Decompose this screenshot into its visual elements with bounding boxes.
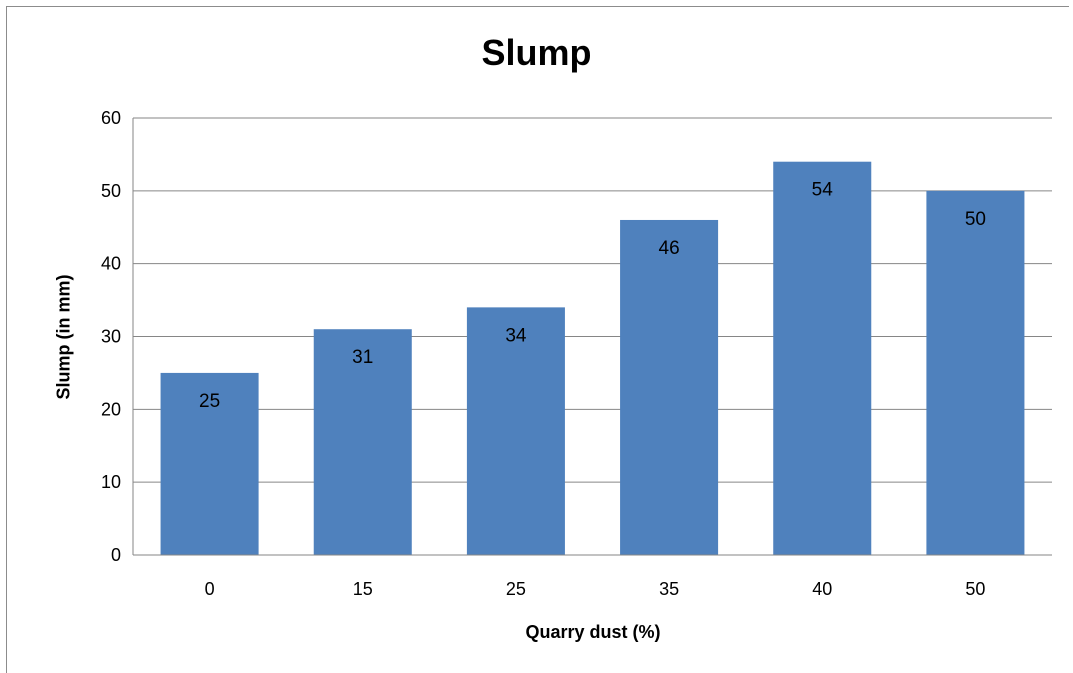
bar-0 (160, 372, 259, 555)
bar-15 (313, 329, 412, 555)
chart-title: Slump (481, 32, 592, 73)
x-tick-label: 15 (353, 579, 373, 599)
y-tick-label: 40 (101, 254, 121, 274)
bar-50 (926, 190, 1025, 556)
data-label: 50 (965, 209, 986, 230)
data-label: 25 (199, 391, 220, 412)
y-tick-label: 50 (101, 181, 121, 201)
data-label: 46 (659, 238, 680, 259)
x-tick-label: 50 (965, 579, 985, 599)
y-tick-label: 20 (101, 399, 121, 419)
x-tick-label: 25 (506, 579, 526, 599)
bar-40 (773, 161, 872, 555)
x-axis-label: Quarry dust (%) (525, 622, 661, 642)
bar-25 (466, 307, 565, 555)
x-tick-label: 0 (205, 579, 215, 599)
y-tick-label: 0 (111, 545, 121, 565)
y-tick-label: 10 (101, 472, 121, 492)
bar-35 (620, 219, 719, 555)
y-tick-label: 60 (101, 108, 121, 128)
data-label: 54 (812, 180, 834, 201)
x-tick-label: 35 (659, 579, 679, 599)
data-label: 34 (505, 325, 527, 346)
data-label: 31 (352, 347, 373, 368)
y-tick-label: 30 (101, 327, 121, 347)
x-tick-label: 40 (812, 579, 832, 599)
